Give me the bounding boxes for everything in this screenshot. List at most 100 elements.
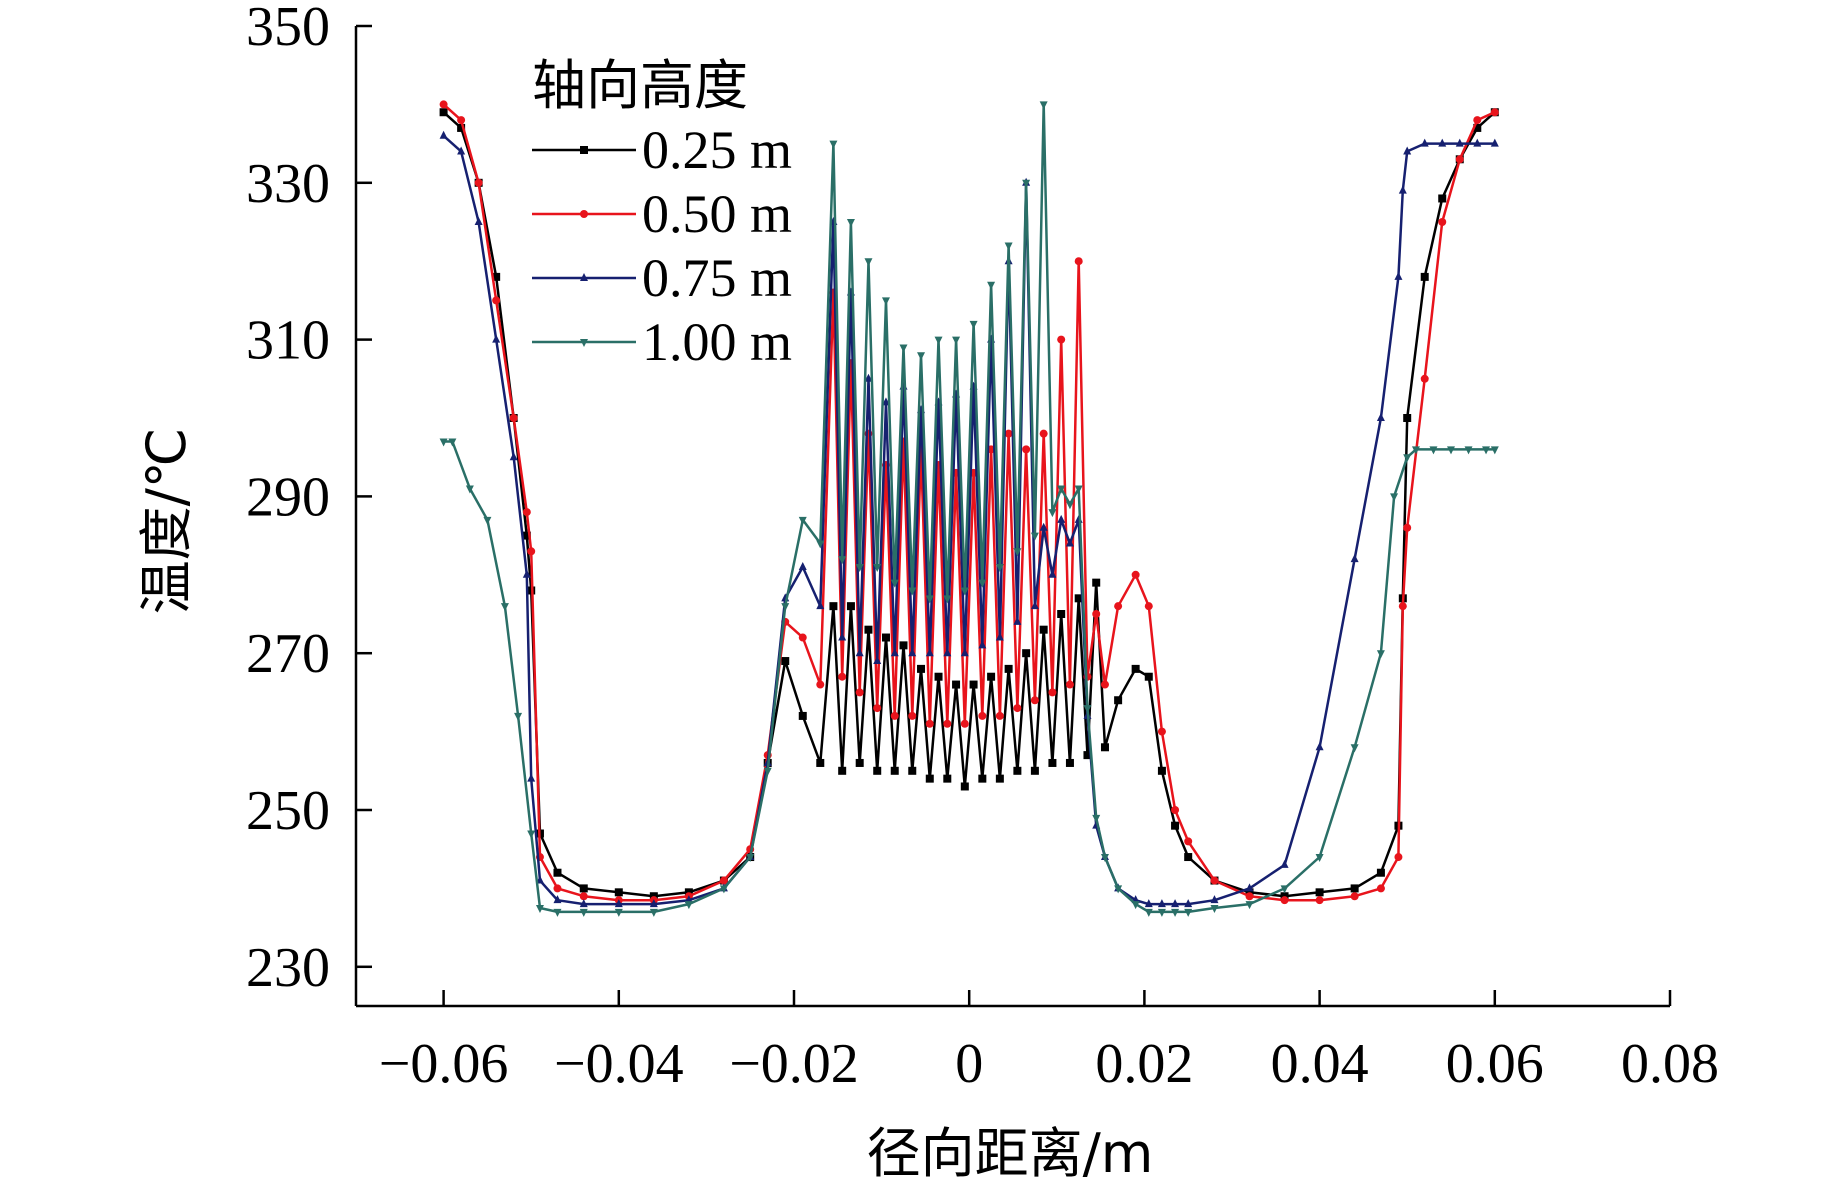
data-point (1210, 895, 1219, 904)
data-point (1315, 896, 1324, 905)
data-point (781, 603, 790, 612)
data-point (1171, 821, 1180, 830)
data-point (1429, 446, 1438, 455)
data-point (1280, 859, 1289, 868)
data-point (969, 680, 978, 689)
data-point (1144, 602, 1153, 611)
data-point (873, 563, 882, 572)
data-point (873, 766, 882, 775)
data-point (1376, 650, 1385, 659)
data-point (1350, 884, 1359, 893)
data-point (798, 516, 807, 525)
legend-entry: 0.75 m (642, 248, 792, 308)
data-point (1157, 908, 1166, 917)
data-point (439, 130, 448, 139)
data-point (492, 334, 501, 343)
data-point (1210, 905, 1219, 913)
data-point (908, 587, 917, 596)
data-point (917, 352, 926, 361)
data-point (1245, 883, 1254, 892)
data-point (1100, 680, 1109, 689)
data-point (522, 531, 531, 540)
data-point (1394, 271, 1403, 280)
data-point (1245, 901, 1254, 910)
data-point (1376, 868, 1385, 877)
data-point (1184, 908, 1193, 917)
data-point (614, 899, 623, 908)
data-point (1039, 522, 1048, 531)
x-tick-label: 0.06 (1446, 1033, 1544, 1095)
data-point (579, 899, 588, 908)
data-point (1403, 146, 1412, 155)
data-point (500, 603, 509, 612)
data-point (969, 320, 978, 329)
x-tick-label: 0.08 (1621, 1033, 1719, 1095)
data-point (514, 712, 523, 721)
data-point (1057, 485, 1066, 494)
data-point (908, 648, 917, 657)
data-point (1473, 123, 1482, 132)
data-point (1171, 908, 1180, 917)
data-point (1245, 892, 1254, 901)
data-point (943, 648, 952, 657)
data-point (719, 885, 728, 894)
data-point (1315, 888, 1324, 897)
data-point (934, 336, 943, 345)
data-point (1184, 899, 1193, 908)
x-axis-label: 径向距离/m (867, 1122, 1154, 1184)
data-point (960, 719, 969, 728)
data-point (1455, 155, 1464, 164)
data-point (978, 640, 987, 649)
data-point (474, 178, 483, 187)
data-point (943, 719, 952, 728)
legend-marker (580, 210, 588, 218)
data-point (816, 680, 825, 689)
data-point (1398, 602, 1407, 611)
data-point (1131, 664, 1140, 673)
legend-marker (580, 273, 588, 281)
data-point (917, 664, 926, 673)
data-point (798, 711, 807, 720)
data-point (846, 602, 855, 611)
data-point (579, 892, 588, 901)
data-point (1411, 446, 1420, 455)
data-point (1438, 218, 1447, 226)
data-point (1048, 758, 1057, 767)
data-point (1394, 853, 1403, 862)
data-point (1004, 429, 1013, 438)
data-point (1315, 854, 1324, 863)
data-point (1100, 854, 1109, 863)
data-point (509, 452, 518, 461)
data-point (1420, 272, 1429, 281)
data-point (899, 344, 908, 353)
data-point (960, 587, 969, 596)
data-point (684, 901, 693, 910)
legend-entry: 0.25 m (642, 120, 792, 180)
data-point (890, 711, 899, 720)
x-tick-label: −0.06 (379, 1033, 509, 1095)
data-point (522, 508, 531, 517)
data-point (890, 579, 899, 588)
data-point (1403, 414, 1412, 422)
data-point (535, 905, 544, 913)
data-point (908, 711, 917, 720)
data-point (457, 116, 466, 125)
y-tick-label: 290 (246, 466, 330, 528)
data-point (1065, 680, 1074, 689)
data-point (527, 830, 536, 839)
data-point (492, 272, 501, 281)
data-point (474, 217, 483, 225)
data-point (1144, 672, 1153, 681)
data-point (527, 547, 536, 556)
data-point (1013, 548, 1022, 557)
data-point (798, 561, 807, 570)
y-tick-label: 270 (246, 623, 330, 685)
data-point (1280, 896, 1289, 905)
y-tick-label: 350 (246, 0, 330, 58)
data-point (1464, 446, 1473, 455)
data-point (816, 540, 825, 549)
data-point (995, 632, 1004, 641)
data-point (925, 774, 934, 783)
